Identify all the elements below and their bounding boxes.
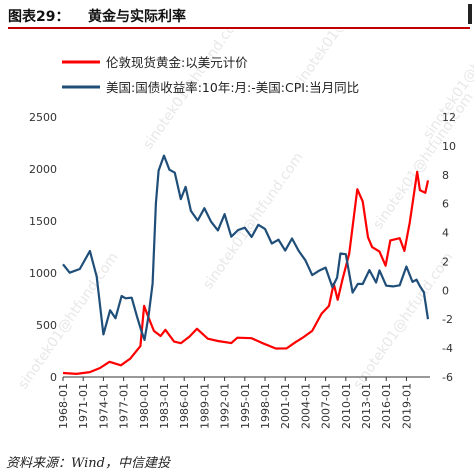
- y-right-tick-label: -6: [442, 371, 453, 384]
- y-right-tick-label: -2: [442, 313, 453, 326]
- watermark-text: sinotek01@htfund.com: [200, 150, 307, 293]
- header-rule: [8, 27, 470, 29]
- x-tick-label: 1983-01: [158, 383, 171, 429]
- y-right-tick-label: 10: [442, 140, 456, 153]
- x-tick-label: 2019-01: [400, 383, 413, 429]
- x-tick-label: 1980-01: [138, 383, 151, 429]
- y-right-tick-label: 6: [442, 198, 449, 211]
- y-left-tick-label: 500: [36, 319, 57, 332]
- x-tick-label: 1992-01: [219, 383, 232, 429]
- watermark-text: sinotek01@htfund.com: [370, 90, 474, 233]
- watermark-text: sinotek01@htfund.com: [350, 250, 457, 393]
- figure-title: 黄金与实际利率: [88, 9, 186, 25]
- x-tick-label: 2004-01: [299, 383, 312, 429]
- series-lines: [62, 154, 430, 375]
- legend-label-0: 伦敦现货黄金:以美元计价: [106, 55, 248, 70]
- y-right-tick-label: -4: [442, 342, 453, 355]
- x-tick-label: 2007-01: [320, 383, 333, 429]
- y-left-tick-label: 2500: [29, 111, 57, 124]
- x-tick-label: 1977-01: [118, 383, 131, 429]
- y-left-tick-label: 2000: [29, 163, 57, 176]
- series-line-gold: [62, 170, 430, 375]
- y-right-tick-label: 2: [442, 255, 449, 268]
- y-left-tick-label: 1500: [29, 215, 57, 228]
- x-tick-label: 2001-01: [279, 383, 292, 429]
- axes: 0 500 1000 1500 2000 2500 -6 -4 -2 0 2 4 6 8 10 12 1968-…: [29, 111, 456, 429]
- source-note: 资料来源：Wind，中信建投: [6, 456, 170, 471]
- y-left-tick-label: 1000: [29, 267, 57, 280]
- y-right-tick-label: 0: [442, 284, 449, 297]
- x-tick-label: 1971-01: [77, 383, 90, 429]
- x-tick-label: 1989-01: [198, 383, 211, 429]
- x-tick-label: 2016-01: [380, 383, 393, 429]
- y-right-tick-label: 12: [442, 111, 456, 124]
- gold-vs-real-rate-chart: sinotek01@htfund.com sinotek01@htfund.com…: [15, 30, 474, 429]
- series-line-real-rate: [62, 154, 430, 341]
- x-tick-label: 1968-01: [57, 383, 70, 429]
- x-tick-label: 1995-01: [239, 383, 252, 429]
- x-tick-label: 1998-01: [259, 383, 272, 429]
- x-tick-label: 2010-01: [340, 383, 353, 429]
- header-edge-mark: [468, 4, 472, 24]
- x-tick-label: 1986-01: [178, 383, 191, 429]
- x-tick-label: 1974-01: [97, 383, 110, 429]
- y-right-tick-label: 8: [442, 169, 449, 182]
- legend-label-1: 美国:国债收益率:10年:月:-美国:CPI:当月同比: [106, 80, 359, 95]
- y-right-tick-label: 4: [442, 227, 449, 240]
- figure-header: 图表29： 黄金与实际利率: [0, 0, 474, 30]
- y-left-tick-label: 0: [50, 371, 57, 384]
- figure-number: 图表29：: [8, 9, 70, 25]
- x-tick-label: 2013-01: [360, 383, 373, 429]
